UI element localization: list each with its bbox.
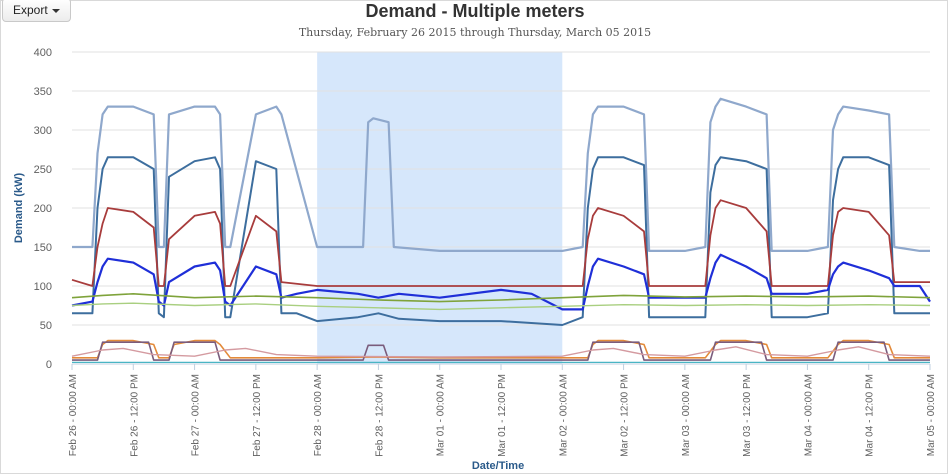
x-tick-label: Mar 02 - 00:00 AM	[558, 374, 569, 456]
x-tick-label: Mar 04 - 00:00 AM	[803, 374, 814, 456]
x-tick-label: Feb 27 - 00:00 AM	[191, 374, 202, 456]
x-tick-label: Mar 02 - 12:00 PM	[620, 374, 631, 457]
y-gridlines	[72, 51, 930, 326]
series-line-3	[71, 199, 930, 287]
series-line-1	[72, 97, 930, 252]
y-tick-label: 250	[34, 164, 52, 176]
series-lines	[71, 97, 931, 363]
series-line-8	[72, 341, 930, 361]
x-tick-labels: Feb 26 - 00:00 AM Feb 26 - 12:00 PM Feb 27…	[68, 364, 937, 457]
y-tick-label: 400	[34, 47, 52, 59]
x-tick-label: Mar 03 - 12:00 PM	[742, 374, 753, 457]
chart-title: Demand - Multiple meters	[365, 1, 584, 21]
x-tick-label: Feb 28 - 00:00 AM	[313, 374, 324, 456]
x-tick-label: Feb 26 - 00:00 AM	[68, 374, 79, 456]
series-line-6	[71, 302, 931, 311]
export-label: Export	[13, 3, 48, 17]
y-tick-label: 350	[34, 86, 52, 98]
series-line-5	[71, 292, 931, 303]
y-tick-label: 150	[34, 242, 52, 254]
x-tick-label: Feb 27 - 12:00 PM	[252, 374, 263, 457]
y-tick-label: 0	[46, 359, 52, 371]
x-tick-label: Feb 26 - 12:00 PM	[129, 374, 140, 457]
series-line-9	[71, 346, 931, 358]
y-tick-labels: 0 50 100 150 200 250 300 350 400	[34, 47, 52, 371]
x-axis-title: Date/Time	[472, 460, 524, 472]
y-tick-label: 300	[34, 125, 52, 137]
x-tick-label: Mar 05 - 00:00 AM	[926, 374, 937, 456]
x-tick-label: Mar 04 - 12:00 PM	[865, 374, 876, 457]
export-button[interactable]: Export	[2, 0, 71, 22]
caret-down-icon	[51, 8, 60, 13]
series-line-4	[71, 253, 931, 311]
x-tick-label: Mar 01 - 12:00 PM	[497, 374, 508, 457]
y-axis-title: Demand (kW)	[13, 173, 25, 244]
x-tick-label: Feb 28 - 12:00 PM	[374, 374, 385, 457]
y-tick-label: 200	[34, 203, 52, 215]
x-tick-label: Mar 03 - 00:00 AM	[681, 374, 692, 456]
x-tick-label: Mar 01 - 00:00 AM	[436, 374, 447, 456]
chart-subtitle: Thursday, February 26 2015 through Thurs…	[299, 26, 651, 39]
series-line-7	[72, 339, 930, 359]
y-tick-label: 100	[34, 281, 52, 293]
y-tick-label: 50	[40, 320, 52, 332]
